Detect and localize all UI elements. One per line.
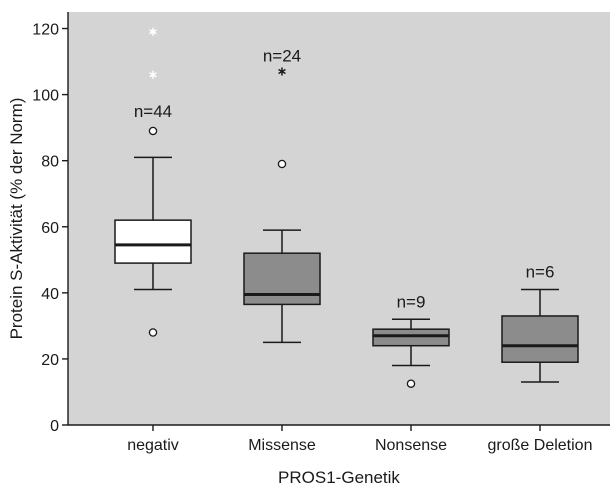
- box-group-missense: n=24: [243, 46, 321, 344]
- extreme-marker-stroke: [149, 29, 157, 35]
- outlier-point: [148, 328, 158, 337]
- x-axis: negativ Missense Nonsense große Deletion: [68, 424, 610, 454]
- extreme-marker: [278, 67, 286, 76]
- outlier-point: [148, 126, 158, 136]
- iqr-box: [114, 219, 192, 264]
- n-label: n=24: [263, 46, 301, 65]
- iqr-box: [243, 252, 321, 306]
- x-axis-title: PROS1-Genetik: [278, 468, 400, 487]
- boxes: n=44 n=24 n=9 n=6: [114, 27, 579, 388]
- iqr-box: [372, 328, 450, 347]
- extreme-marker: [149, 70, 157, 79]
- x-tick-label: Missense: [248, 437, 316, 454]
- iqr-box: [501, 315, 579, 363]
- outlier-point: [277, 159, 287, 169]
- box-group-nonsense: n=9: [372, 292, 450, 388]
- y-tick-label: 60: [41, 220, 59, 237]
- y-tick-label: 0: [50, 418, 59, 435]
- y-axis-title: Protein S-Aktivität (% der Norm): [7, 98, 26, 340]
- extreme-marker-stroke: [149, 72, 157, 78]
- n-label: n=6: [526, 263, 555, 282]
- outlier-point: [406, 379, 416, 388]
- n-label: n=44: [134, 102, 172, 121]
- plot-area: [68, 12, 610, 425]
- y-tick-label: 100: [32, 88, 59, 105]
- n-label: n=9: [397, 292, 426, 311]
- extreme-marker: [149, 27, 157, 36]
- y-tick-label: 40: [41, 286, 59, 303]
- y-axis: 0 20 40 60 80 100 120: [32, 12, 69, 435]
- x-tick-label: große Deletion: [488, 437, 593, 454]
- box-group-große-deletion: n=6: [501, 263, 579, 383]
- box-group-negativ: n=44: [114, 27, 192, 337]
- x-tick-label: negativ: [127, 437, 179, 454]
- extreme-marker-stroke: [278, 68, 286, 75]
- y-tick-label: 20: [41, 352, 59, 369]
- y-tick-label: 80: [41, 154, 59, 171]
- x-tick-label: Nonsense: [375, 437, 447, 454]
- y-tick-label: 120: [32, 22, 59, 39]
